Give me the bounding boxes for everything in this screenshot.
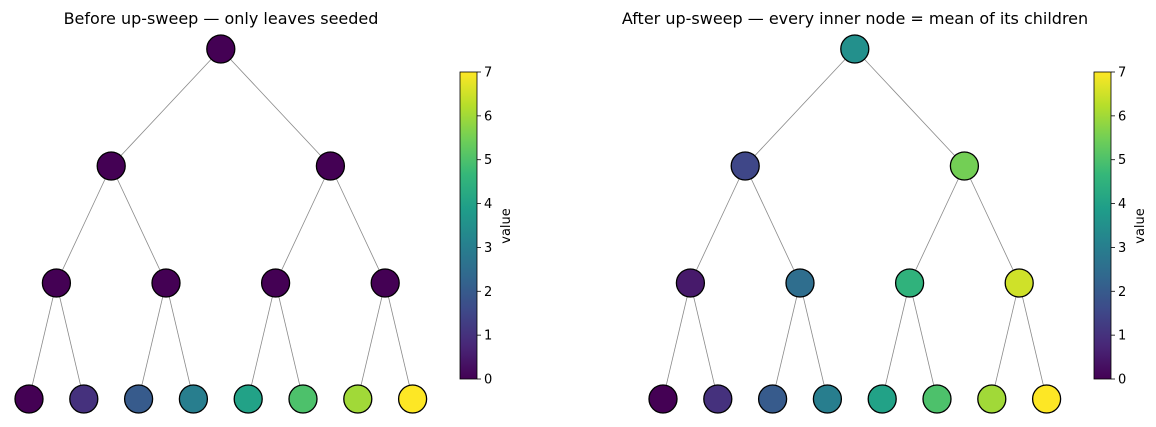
tree-node-level-2 [260,268,291,298]
tree-node-level-3 [922,384,952,414]
tree-node-level-2 [370,268,400,298]
tree-edge [165,282,194,400]
panel-after: After up-sweep — every inner node = mean… [622,9,1148,414]
tree-edge [330,165,386,284]
tree-before [14,34,428,414]
colorbar-after: 0 1 2 3 4 5 6 7 value [1093,66,1148,388]
tree-node-level-3 [14,384,44,414]
tree-edge [690,282,719,400]
tree-edge [744,48,856,167]
tree-edge [357,282,386,400]
tree-node-level-3 [69,384,99,414]
colorbar-tick-label: 5 [1118,153,1126,168]
tree-node-level-3 [178,384,209,414]
tree-edge [110,165,167,284]
colorbar-before-label: value [499,208,514,244]
tree-node-level-3 [812,384,843,414]
colorbar-tick-label: 3 [484,241,492,256]
tree-node-level-3 [397,384,428,414]
colorbar-tick-label: 0 [1118,373,1126,388]
colorbar-before-ticks: 0 1 2 3 4 5 6 7 [477,66,492,388]
tree-node-level-3 [288,384,318,414]
tree-edge [247,282,276,400]
tree-node-level-1 [949,151,980,181]
colorbar-tick-label: 6 [1118,109,1126,124]
tree-node-level-3 [233,384,263,414]
tree-node-level-2 [41,268,72,298]
panel-before: Before up-sweep — only leaves seeded 0 1 2… [14,9,514,414]
tree-node-level-1 [96,151,126,181]
colorbar-before-gradient [459,71,478,380]
tree-edge [799,282,828,400]
tree-node-level-2 [894,268,925,298]
colorbar-tick-label: 3 [1118,241,1126,256]
tree-after [648,34,1062,414]
colorbar-tick-label: 2 [484,285,492,300]
tree-node-level-3 [648,384,678,414]
colorbar-tick-label: 2 [1118,285,1126,300]
tree-edge [138,282,167,400]
colorbar-tick-label: 1 [1118,329,1126,344]
colorbar-after-ticks: 0 1 2 3 4 5 6 7 [1111,66,1126,388]
tree-node-level-2 [1004,268,1034,298]
tree-edge [275,165,331,284]
tree-node-level-2 [785,268,815,298]
tree-edge [909,282,938,400]
tree-edge [744,165,801,284]
tree-edge [28,282,57,400]
tree-edge [110,48,222,167]
colorbar-tick-label: 0 [484,373,492,388]
tree-node-level-1 [315,151,346,181]
colorbar-after-gradient [1093,71,1112,380]
colorbar-after-label: value [1133,208,1148,244]
tree-node-level-2 [675,268,706,298]
tree-edge [964,165,1020,284]
tree-node-level-1 [730,151,760,181]
tree-node-level-3 [757,384,788,414]
tree-node-level-3 [343,384,373,414]
tree-edge [690,165,746,284]
tree-edge [384,282,413,400]
tree-node-level-2 [151,268,181,298]
tree-edge [991,282,1020,400]
tree-edge [662,282,691,400]
tree-edge [56,165,112,284]
tree-edge [275,282,304,400]
tree-node-level-3 [1031,384,1062,414]
colorbar-tick-label: 4 [484,197,492,212]
tree-node-level-0 [840,34,870,64]
tree-node-level-3 [867,384,897,414]
colorbar-tick-label: 7 [1118,66,1126,81]
tree-node-level-3 [977,384,1007,414]
tree-edge [56,282,85,400]
tree-edge [1018,282,1047,400]
tree-node-level-3 [123,384,154,414]
tree-edge [854,48,965,167]
panel-after-title: After up-sweep — every inner node = mean… [622,9,1088,28]
panel-before-title: Before up-sweep — only leaves seeded [64,9,379,28]
tree-node-level-3 [703,384,733,414]
colorbar-before: 0 1 2 3 4 5 6 7 value [459,66,514,388]
colorbar-tick-label: 6 [484,109,492,124]
tree-edge [881,282,910,400]
tree-edge [220,48,331,167]
colorbar-tick-label: 4 [1118,197,1126,212]
colorbar-tick-label: 7 [484,66,492,81]
colorbar-tick-label: 5 [484,153,492,168]
colorbar-tick-label: 1 [484,329,492,344]
tree-edge [772,282,801,400]
tree-node-level-0 [206,34,236,64]
tree-edge [909,165,965,284]
